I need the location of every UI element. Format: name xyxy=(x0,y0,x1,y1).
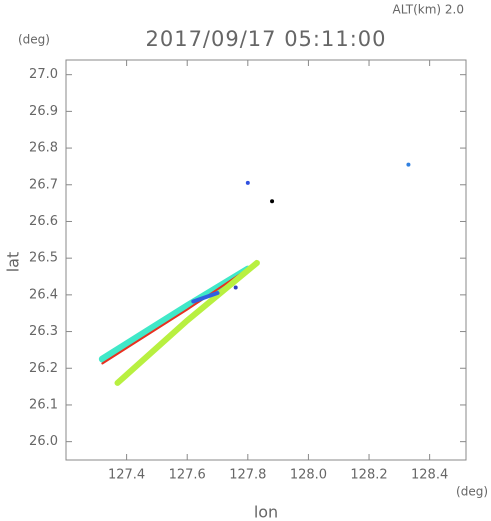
radar-echo xyxy=(270,199,275,204)
y-tick-label: 26.4 xyxy=(29,287,58,302)
y-tick-label: 26.7 xyxy=(29,177,58,192)
radar-echo xyxy=(245,180,250,185)
y-tick-label: 26.6 xyxy=(29,214,58,229)
radar-streak xyxy=(114,259,260,386)
y-tick-label: 26.0 xyxy=(29,434,58,449)
x-tick-label: 128.2 xyxy=(350,468,387,483)
x-tick-label: 127.4 xyxy=(108,468,145,483)
y-axis-label: lat xyxy=(4,252,23,273)
radar-streak xyxy=(101,261,258,365)
x-tick-label: 127.6 xyxy=(169,468,206,483)
x-axis-label: lon xyxy=(254,503,278,521)
y-tick-label: 26.1 xyxy=(29,397,58,412)
y-tick-label: 26.5 xyxy=(29,251,58,266)
chart-title: 2017/09/17 05:11:00 xyxy=(145,27,386,51)
x-unit: (deg) xyxy=(456,485,488,499)
y-tick-label: 26.3 xyxy=(29,324,58,339)
y-tick-label: 26.9 xyxy=(29,104,58,119)
y-unit: (deg) xyxy=(18,33,50,47)
y-tick-label: 26.2 xyxy=(29,361,58,376)
subtitle: ALT(km) 2.0 xyxy=(393,3,464,17)
x-tick-label: 127.8 xyxy=(229,468,266,483)
plot-frame xyxy=(65,59,467,461)
radar-echo xyxy=(233,285,238,290)
x-tick-label: 128.0 xyxy=(290,468,327,483)
y-tick-label: 26.8 xyxy=(29,141,58,156)
y-tick-label: 27.0 xyxy=(29,67,58,82)
x-tick-label: 128.4 xyxy=(411,468,448,483)
radar-echo xyxy=(406,162,411,167)
radar-streak xyxy=(191,291,220,304)
